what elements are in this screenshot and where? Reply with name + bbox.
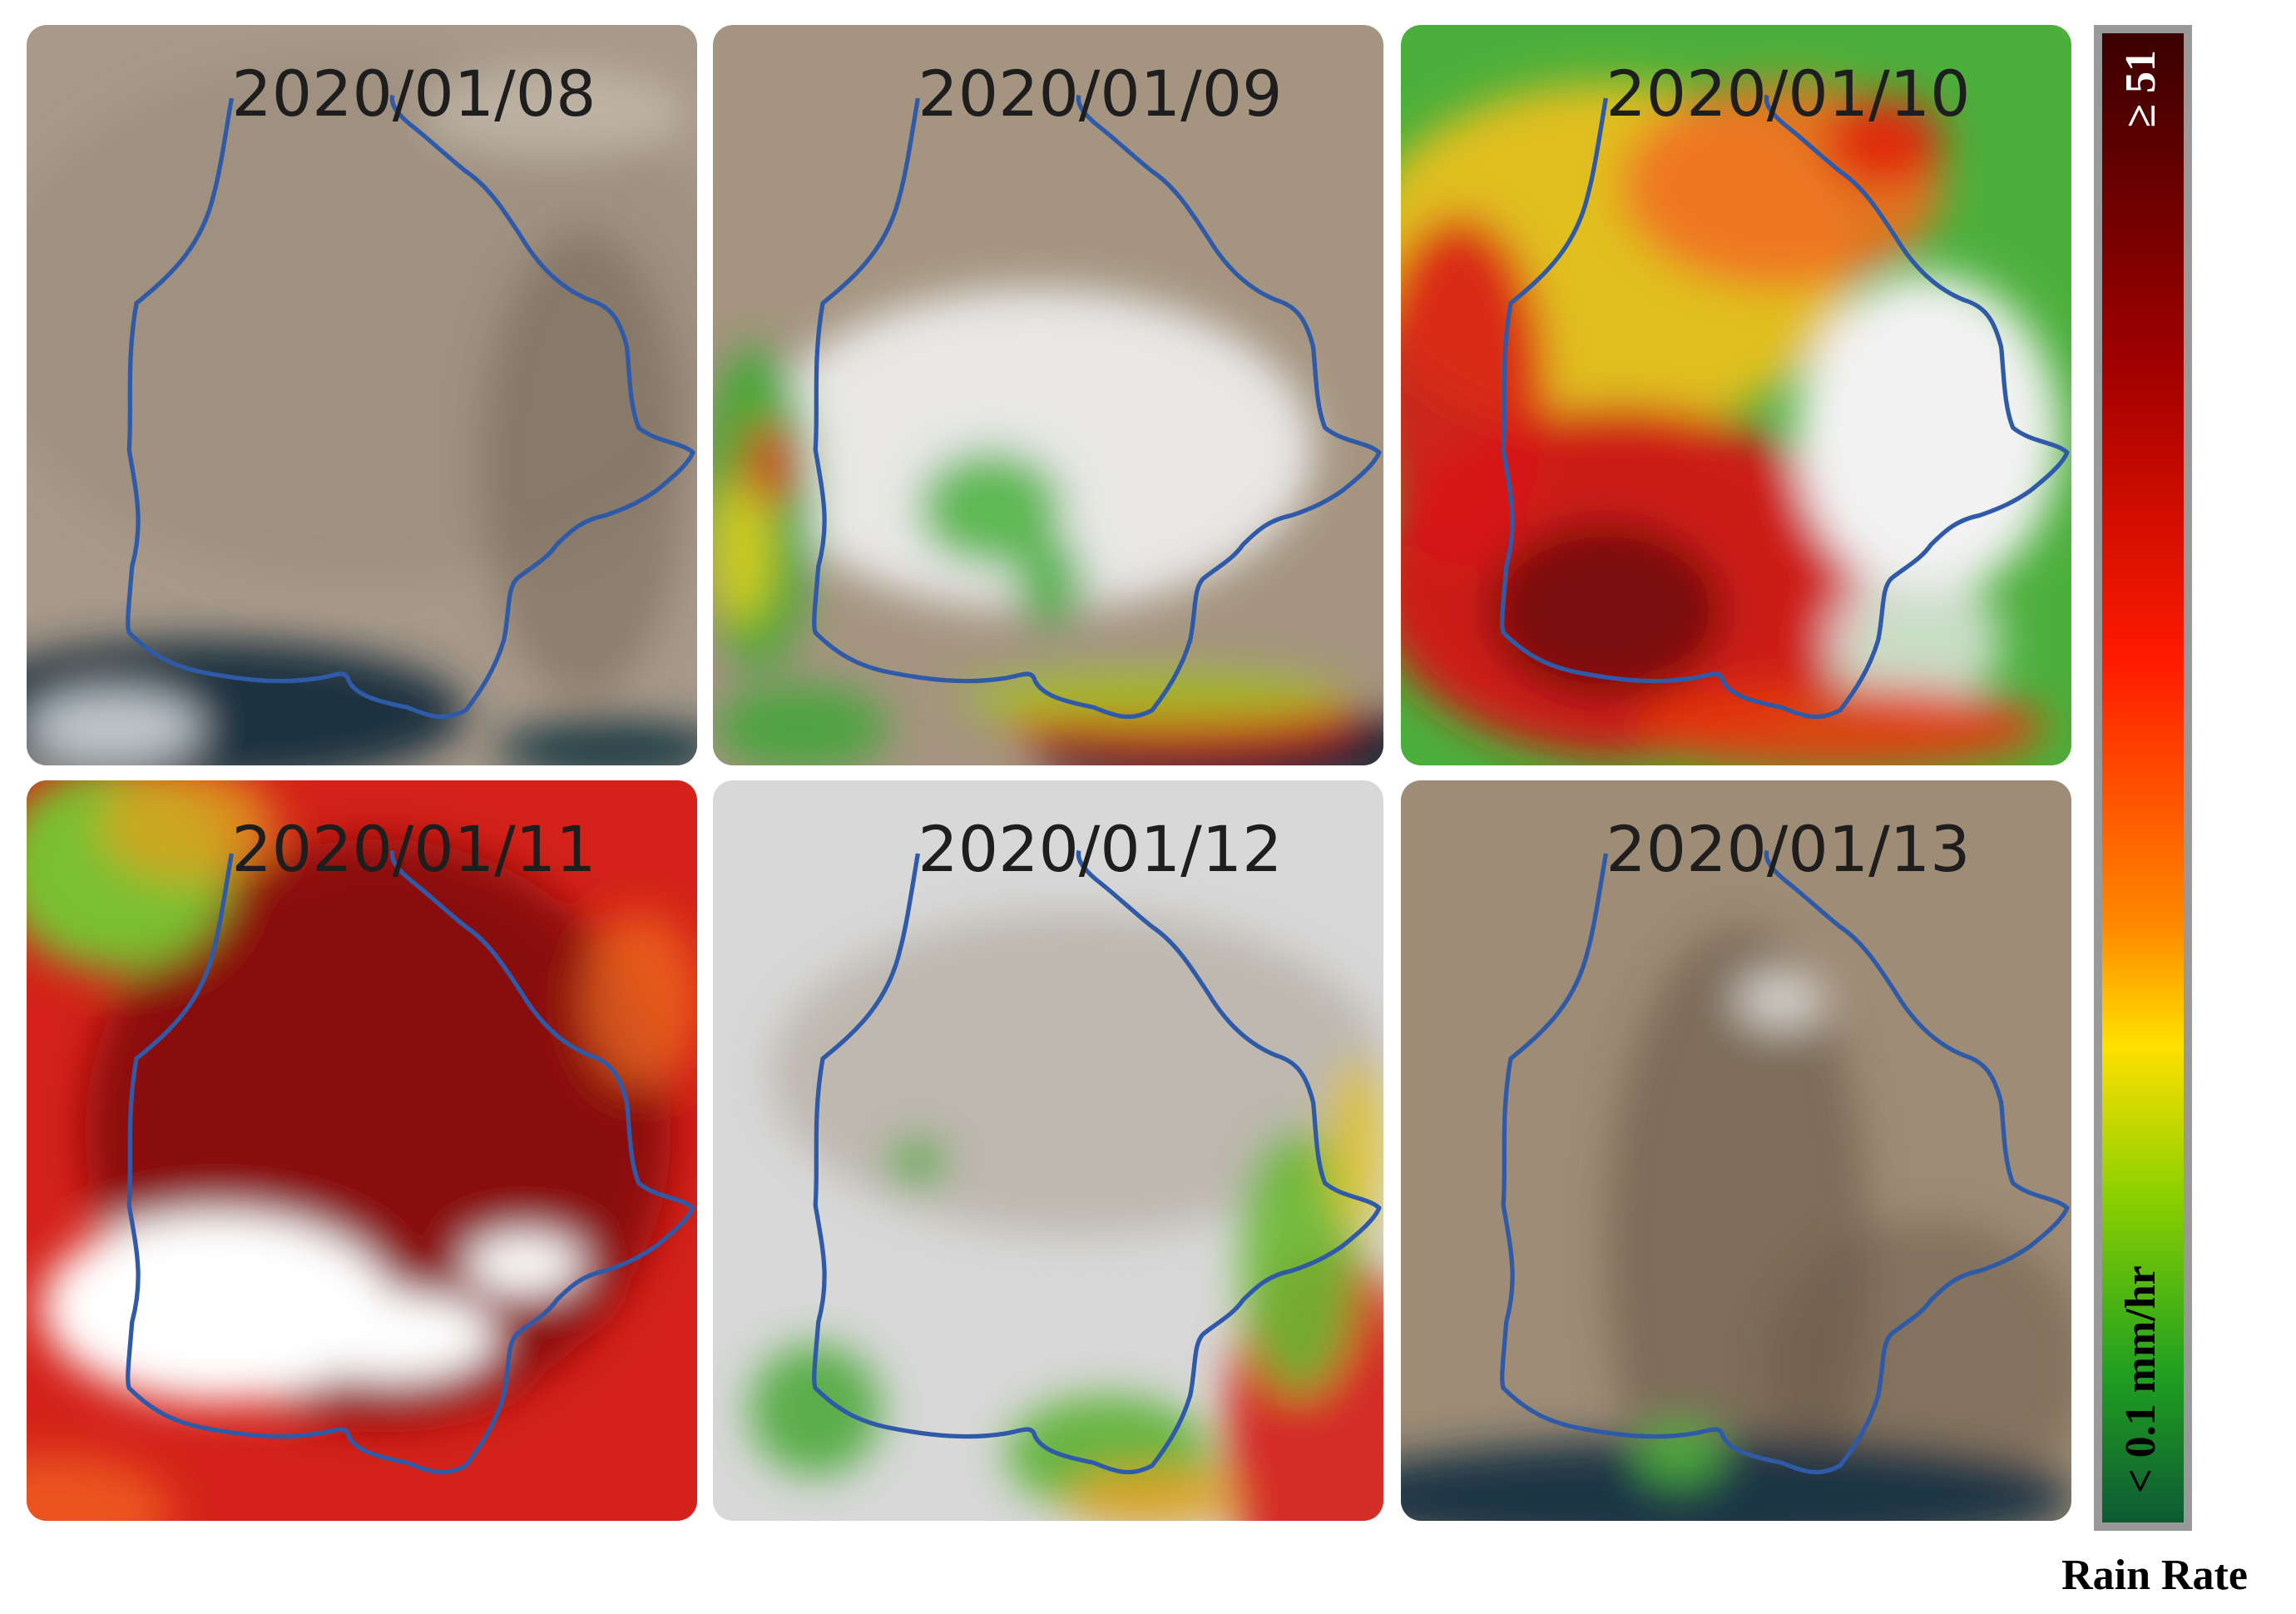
image-feature <box>1488 522 1724 699</box>
image-feature <box>466 1234 583 1293</box>
map-panel: 2020/01/08 <box>27 25 697 765</box>
image-features <box>27 780 697 1521</box>
image-feature <box>1737 973 1826 1027</box>
satellite-image <box>713 25 1383 765</box>
map-panel: 2020/01/09 <box>713 25 1383 765</box>
image-feature <box>1825 98 1943 186</box>
image-feature <box>1240 1131 1358 1396</box>
satellite-image <box>713 780 1383 1521</box>
image-feature <box>1401 1438 2071 1521</box>
image-feature <box>713 683 889 765</box>
panel-date: 2020/01/09 <box>918 57 1282 131</box>
image-feature <box>1401 215 1547 567</box>
map-panel: 2020/01/11 <box>27 780 697 1521</box>
colorbar: ≥ 51 < 0.1 mm/hr Rain Rate <box>2061 25 2248 1599</box>
panel-date: 2020/01/12 <box>918 812 1282 886</box>
image-feature <box>1796 274 2060 597</box>
panel-date: 2020/01/08 <box>231 57 596 131</box>
image-feature <box>891 1140 945 1182</box>
image-feature <box>1328 1058 1383 1235</box>
image-feature <box>1635 1424 1724 1483</box>
image-feature <box>495 720 697 765</box>
colorbar-title: Rain Rate <box>2061 1552 2248 1599</box>
colorbar-max-label: ≥ 51 <box>2117 50 2165 128</box>
panel-date: 2020/01/13 <box>1606 812 1970 886</box>
image-feature <box>27 1453 173 1521</box>
satellite-image <box>1401 780 2071 1521</box>
map-panel: 2020/01/12 <box>713 780 1383 1521</box>
image-feature <box>750 1344 882 1476</box>
map-panel: 2020/01/10 <box>1401 25 2071 765</box>
image-feature <box>1635 683 2046 765</box>
image-feature <box>289 1293 496 1381</box>
image-features <box>713 288 1383 765</box>
image-feature <box>1064 1468 1240 1521</box>
image-feature <box>1766 1219 2071 1513</box>
satellite-image <box>1401 25 2071 765</box>
image-feature <box>422 68 685 157</box>
panels: 2020/01/08 2020/01/09 2020/01/10 2020/01/11… <box>27 25 2071 1521</box>
image-feature <box>27 691 203 765</box>
panel-date: 2020/01/10 <box>1606 57 1970 131</box>
panel-date: 2020/01/11 <box>231 812 596 886</box>
image-feature <box>582 912 697 1088</box>
image-features <box>1401 926 2071 1521</box>
image-feature <box>480 230 685 699</box>
image-features <box>1401 83 2060 765</box>
image-feature <box>713 478 772 626</box>
colorbar-min-label: < 0.1 mm/hr <box>2117 1265 2165 1493</box>
image-feature <box>918 449 1065 567</box>
image-feature <box>1825 567 2002 714</box>
image-feature <box>756 288 1314 611</box>
image-feature <box>1012 537 1086 626</box>
colorbar-gradient <box>2102 33 2184 1522</box>
map-panel: 2020/01/13 <box>1401 780 2071 1521</box>
satellite-image <box>27 25 697 765</box>
satellite-image <box>27 780 697 1521</box>
image-feature <box>962 671 1343 725</box>
image-feature <box>742 420 801 508</box>
image-features <box>750 912 1383 1521</box>
